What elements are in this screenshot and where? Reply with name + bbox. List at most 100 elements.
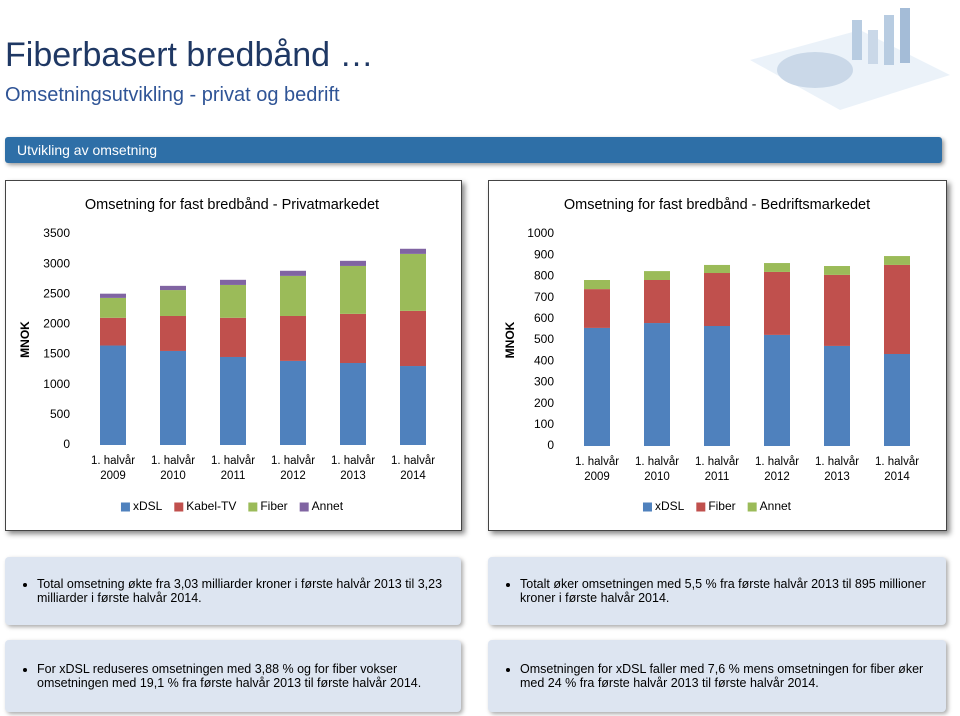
note: Omsetningen for xDSL faller med 7,6 % me… <box>520 662 936 690</box>
bar-segment <box>280 315 306 361</box>
x-tick-label: 1. halvår 2012 <box>754 456 800 483</box>
note-box: Total omsetning økte fra 3,03 milliarder… <box>5 557 461 625</box>
bar-segment <box>340 313 366 364</box>
y-axis-label: MNOK <box>503 321 517 358</box>
y-tick-label: 500 <box>50 407 70 421</box>
bar-segment <box>884 256 910 265</box>
bar-segment <box>884 264 910 354</box>
legend-swatch <box>174 502 184 512</box>
y-tick-label: 200 <box>534 396 554 410</box>
bar-segment <box>584 280 610 290</box>
x-tick-label: 1. halvår 2010 <box>634 456 680 483</box>
note: For xDSL reduseres omsetningen med 3,88 … <box>37 662 451 690</box>
bar-segment <box>220 284 246 318</box>
y-tick-label: 0 <box>63 437 70 451</box>
legend-label: Annet <box>312 499 344 513</box>
bar-segment <box>884 353 910 446</box>
bar-segment <box>584 327 610 446</box>
bar-segment <box>400 366 426 445</box>
y-tick-label: 1000 <box>43 377 70 391</box>
x-tick-label: 1. halvår 2013 <box>814 456 860 483</box>
bar-segment <box>400 310 426 367</box>
y-tick-label: 900 <box>534 247 554 261</box>
legend-swatch <box>747 502 757 512</box>
bar-segment <box>100 293 126 298</box>
bar-segment <box>704 326 730 446</box>
x-tick-label: 1. halvår 2011 <box>694 456 740 483</box>
bar-segment <box>400 248 426 254</box>
bar-segment <box>824 345 850 446</box>
bar-segment <box>220 279 246 285</box>
chart-title: Omsetning for fast bredbånd - Bedriftsma… <box>564 197 870 213</box>
note-box: For xDSL reduseres omsetningen med 3,88 … <box>5 640 461 712</box>
legend-swatch <box>120 502 130 512</box>
y-axis-label: MNOK <box>18 321 32 358</box>
legend-label: xDSL <box>655 499 685 513</box>
bar-segment <box>644 271 670 281</box>
legend-label: Fiber <box>260 499 287 513</box>
y-tick-label: 2000 <box>43 317 70 331</box>
bar-segment <box>160 315 186 351</box>
note: Total omsetning økte fra 3,03 milliarder… <box>37 577 451 605</box>
bar-segment <box>584 289 610 328</box>
legend-swatch <box>642 502 652 512</box>
y-tick-label: 0 <box>547 438 554 452</box>
note-box: Omsetningen for xDSL faller med 7,6 % me… <box>488 640 946 712</box>
bar-segment <box>400 253 426 311</box>
bar-segment <box>100 317 126 346</box>
y-tick-label: 600 <box>534 311 554 325</box>
bar-segment <box>764 263 790 272</box>
bar-segment <box>100 297 126 318</box>
legend-label: Kabel-TV <box>186 499 236 513</box>
y-tick-label: 300 <box>534 375 554 389</box>
y-tick-label: 1000 <box>527 226 554 240</box>
bar-segment <box>340 363 366 445</box>
x-tick-label: 1. halvår 2009 <box>90 455 136 482</box>
bar-segment <box>220 356 246 445</box>
bar-segment <box>160 285 186 291</box>
legend-label: Annet <box>760 499 792 513</box>
bar-segment <box>764 271 790 335</box>
slide-subtitle: Omsetningsutvikling - privat og bedrift <box>5 84 340 106</box>
legend-swatch <box>248 502 258 512</box>
bar-segment <box>340 265 366 314</box>
bar-segment <box>644 280 670 324</box>
y-tick-label: 1500 <box>43 347 70 361</box>
slide-title: Fiberbasert bredbånd … <box>5 36 374 74</box>
x-tick-label: 1. halvår 2012 <box>270 455 316 482</box>
note: Totalt øker omsetningen med 5,5 % fra fø… <box>520 577 936 605</box>
bar-segment <box>280 270 306 276</box>
bar-segment <box>704 273 730 327</box>
y-tick-label: 3500 <box>43 226 70 240</box>
decoration <box>750 8 950 110</box>
chart-title: Omsetning for fast bredbånd - Privatmark… <box>85 197 379 213</box>
bar-segment <box>280 360 306 445</box>
y-tick-label: 800 <box>534 269 554 283</box>
legend-swatch <box>299 502 309 512</box>
y-tick-label: 3000 <box>43 256 70 270</box>
bar-segment <box>704 264 730 274</box>
y-tick-label: 500 <box>534 332 554 346</box>
bar-segment <box>644 323 670 446</box>
legend-label: xDSL <box>133 499 163 513</box>
note-box: Totalt øker omsetningen med 5,5 % fra fø… <box>488 557 946 625</box>
bar-segment <box>824 274 850 346</box>
bar-segment <box>340 260 366 266</box>
y-tick-label: 100 <box>534 417 554 431</box>
bar-segment <box>824 266 850 275</box>
bar-segment <box>220 317 246 357</box>
bar-segment <box>100 345 126 445</box>
section-banner: Utvikling av omsetning <box>5 137 942 163</box>
bar-segment <box>764 334 790 446</box>
x-tick-label: 1. halvår 2013 <box>330 455 376 482</box>
x-tick-label: 1. halvår 2010 <box>150 455 196 482</box>
bar-segment <box>160 350 186 445</box>
x-tick-label: 1. halvår 2009 <box>574 456 620 483</box>
y-tick-label: 2500 <box>43 286 70 300</box>
bar-segment <box>280 275 306 316</box>
x-tick-label: 1. halvår 2014 <box>874 456 920 483</box>
x-tick-label: 1. halvår 2011 <box>210 455 256 482</box>
x-tick-label: 1. halvår 2014 <box>390 455 436 482</box>
